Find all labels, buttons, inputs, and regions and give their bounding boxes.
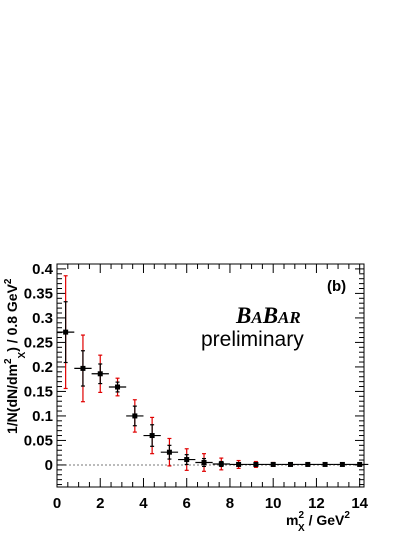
data-point	[91, 354, 109, 394]
data-point	[281, 461, 300, 467]
point-marker	[287, 461, 293, 467]
x-tick-label: 10	[265, 495, 282, 512]
point-marker	[357, 461, 363, 467]
data-point	[126, 399, 144, 433]
x-tick-label: 0	[53, 495, 61, 512]
plot-frame	[56, 263, 365, 488]
x-tick-labels: 0 2 4 6 8 10 12 14	[53, 495, 369, 512]
y-tick-label: 0.15	[24, 383, 53, 400]
data-point	[229, 459, 248, 469]
point-marker	[236, 461, 242, 467]
y-tick-label: 0.4	[32, 261, 54, 278]
y-axis-title: 1/N(dN/dm2X) / 0.8 GeV2	[3, 278, 28, 434]
data-point	[74, 334, 92, 403]
y-tick-label: 0.1	[32, 408, 53, 425]
y-tick-label: 0.05	[24, 432, 53, 449]
point-marker	[63, 329, 69, 335]
data-point	[143, 416, 161, 455]
data-point	[264, 461, 282, 468]
point-marker	[270, 461, 276, 467]
x-tick-label: 2	[96, 495, 104, 512]
point-marker	[115, 384, 121, 390]
data-point	[178, 448, 196, 471]
x-tick-label: 6	[183, 495, 191, 512]
y-tick-labels: 0 0.05 0.1 0.15 0.2 0.25 0.3 0.35 0.4	[24, 261, 54, 474]
point-marker	[339, 461, 345, 467]
point-marker	[132, 413, 138, 419]
y-tick-label: 0.25	[24, 334, 53, 351]
point-marker	[218, 461, 224, 467]
x-tick-label: 8	[226, 495, 234, 512]
x-tick-label: 14	[351, 495, 368, 512]
data-point	[108, 377, 127, 397]
data-point	[299, 461, 317, 467]
data-point	[351, 461, 369, 467]
y-tick-label: 0.2	[32, 359, 53, 376]
data-point	[212, 457, 230, 471]
point-marker	[184, 457, 190, 463]
panel-label: (b)	[327, 278, 346, 295]
x-tick-label: 12	[308, 495, 325, 512]
point-marker	[149, 433, 155, 439]
point-marker	[305, 461, 311, 467]
collaboration-label: BABAR	[235, 303, 301, 328]
data-points	[57, 275, 369, 472]
x-tick-label: 4	[139, 495, 148, 512]
x-axis-title: m2 X / GeV2	[286, 510, 350, 534]
axis-ticks	[56, 264, 364, 487]
point-marker	[322, 461, 328, 467]
data-point	[160, 437, 179, 467]
point-marker	[97, 371, 103, 377]
y-tick-label: 0.3	[32, 310, 53, 327]
point-marker	[80, 365, 86, 371]
preliminary-label: preliminary	[201, 328, 304, 351]
data-point	[247, 460, 265, 468]
data-point	[195, 453, 213, 472]
point-marker	[253, 461, 259, 467]
y-tick-label: 0	[45, 457, 53, 474]
point-marker	[166, 449, 172, 455]
point-marker	[201, 459, 207, 465]
data-point	[57, 275, 75, 390]
data-point	[333, 461, 352, 467]
data-point	[316, 461, 334, 467]
y-tick-label: 0.35	[24, 285, 53, 302]
